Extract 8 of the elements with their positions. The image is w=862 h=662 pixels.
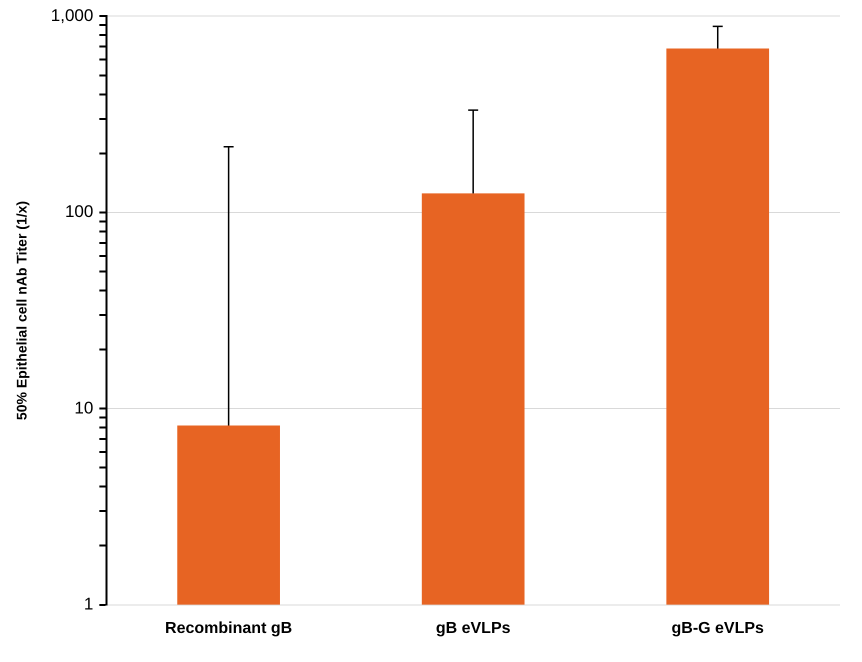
x-tick-label: gB eVLPs xyxy=(436,620,511,637)
x-tick-label: gB-G eVLPs xyxy=(671,620,764,637)
y-tick-label: 1,000 xyxy=(50,6,94,25)
y-axis-title: 50% Epithelial cell nAb Titer (1/x) xyxy=(13,200,30,420)
x-tick-label: Recombinant gB xyxy=(165,620,292,637)
y-tick-label: 1 xyxy=(84,594,94,614)
y-tick-label: 10 xyxy=(74,398,94,418)
y-tick-label: 100 xyxy=(64,202,94,222)
